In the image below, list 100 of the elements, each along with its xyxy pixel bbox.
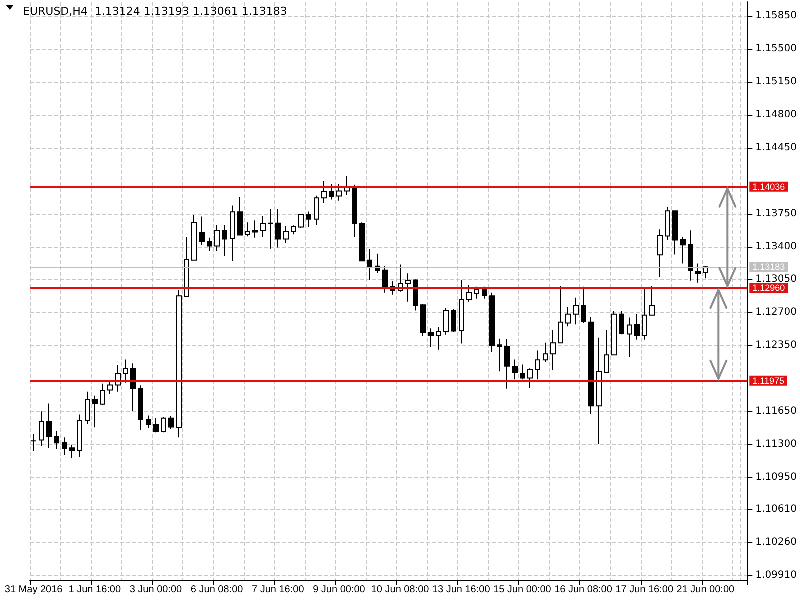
candlestick: [306, 211, 311, 228]
candlestick: [39, 411, 44, 448]
candlestick: [252, 220, 258, 238]
x-tick-label: 13 Jun 16:00: [432, 584, 491, 596]
y-tick-label: 1.10610: [756, 504, 798, 515]
candlestick: [268, 208, 273, 250]
y-tick-label: 1.15150: [756, 76, 798, 88]
candlestick: [459, 280, 464, 344]
candlestick: [260, 216, 266, 238]
candlestick: [688, 230, 693, 282]
candlestick: [527, 368, 533, 389]
candlestick: [665, 206, 670, 242]
x-tick-label: 9 Jun 00:00: [313, 584, 366, 596]
y-tick-label: 1.11300: [756, 438, 798, 450]
candlestick: [604, 329, 609, 374]
candlestick: [649, 286, 655, 316]
candlestick: [359, 222, 365, 262]
candlestick: [92, 395, 98, 428]
y-tick-label: 1.11650: [756, 406, 798, 417]
candlestick: [329, 184, 334, 200]
candlestick: [77, 414, 82, 458]
candlestick: [214, 224, 220, 252]
candlestick: [413, 279, 418, 312]
candlestick: [474, 286, 479, 300]
candlestick: [54, 431, 59, 450]
candlestick: [130, 363, 136, 412]
candlestick: [46, 403, 52, 449]
x-tick-label: 16 Jun 08:00: [554, 584, 613, 596]
candlestick: [352, 184, 357, 238]
candlestick: [298, 214, 304, 229]
y-tick-label: 1.13750: [756, 208, 798, 220]
y-tick-label: 1.12350: [756, 340, 798, 352]
candlestick: [283, 226, 289, 244]
candlestick: [573, 297, 579, 326]
y-tick-label: 1.10260: [756, 536, 798, 548]
x-tick-label: 10 Jun 08:00: [371, 584, 430, 596]
candlestick: [672, 210, 678, 256]
x-tick-label: 15 Jun 00:00: [494, 584, 552, 596]
y-tick-label: 1.13400: [756, 241, 798, 252]
y-tick-label: 1.13050: [756, 274, 798, 286]
ref-line-label: 1.11975: [752, 376, 785, 386]
candlestick: [627, 317, 632, 358]
candlestick: [31, 434, 37, 452]
ref-line-label: 1.13183: [752, 262, 786, 272]
candlestick: [230, 205, 235, 262]
ref-line-label: 1.12960: [752, 283, 786, 294]
candlestick: [336, 184, 342, 202]
candlestick: [138, 385, 143, 430]
candlestick: [489, 292, 495, 353]
candlestick: [314, 195, 319, 226]
candlestick: [634, 314, 640, 340]
y-tick-label: 1.15850: [756, 10, 798, 22]
candlestick: [466, 284, 472, 302]
candlestick: [146, 415, 151, 428]
candlestick: [504, 338, 510, 390]
candlestick: [451, 308, 456, 332]
candlestick: [535, 350, 540, 380]
y-tick-label: 1.14800: [756, 109, 798, 120]
candlestick: [657, 229, 663, 278]
y-tick-label: 1.14450: [756, 142, 798, 154]
candlestick: [344, 175, 350, 196]
candlestick: [245, 222, 250, 238]
candlestick: [588, 316, 594, 415]
y-tick-label: 1.09910: [756, 570, 798, 581]
candlestick: [291, 225, 296, 236]
candlestick: [405, 273, 411, 302]
candlestick: [520, 364, 525, 380]
candlestick: [543, 342, 548, 363]
candlestick: [222, 224, 227, 257]
x-tick-label: 1 Jun 16:00: [68, 584, 122, 596]
candlestick: [153, 417, 159, 434]
y-tick-label: 1.10950: [756, 472, 798, 483]
candlestick: [69, 444, 75, 459]
y-tick-label: 1.12700: [756, 307, 798, 318]
candlestick: [199, 216, 205, 246]
candlestick: [482, 286, 487, 300]
x-tick-label: 3 Jun 00:00: [130, 584, 183, 596]
candlestick: [512, 359, 518, 380]
x-tick-label: 17 Jun 16:00: [616, 584, 674, 596]
candlestick: [695, 263, 701, 284]
candlestick: [436, 326, 441, 350]
candlestick: [176, 290, 182, 438]
candlestick: [420, 304, 426, 338]
y-tick-label: 1.15500: [756, 44, 798, 55]
x-tick-label: 7 Jun 16:00: [252, 584, 305, 596]
candlestick: [367, 248, 372, 281]
candlestick: [596, 337, 602, 445]
candlestick: [184, 236, 189, 298]
candlestick: [581, 286, 586, 324]
candlestick: [565, 306, 571, 328]
candlestick: [382, 266, 388, 294]
candlestick: [443, 308, 449, 336]
candlestick: [497, 338, 502, 372]
candlestick: [107, 380, 113, 395]
candlestick: [207, 237, 212, 252]
candlestick: [275, 208, 281, 248]
candlestick: [62, 437, 67, 456]
candlestick: [680, 237, 686, 264]
candlestick: [619, 310, 624, 336]
candlestick: [558, 286, 563, 344]
